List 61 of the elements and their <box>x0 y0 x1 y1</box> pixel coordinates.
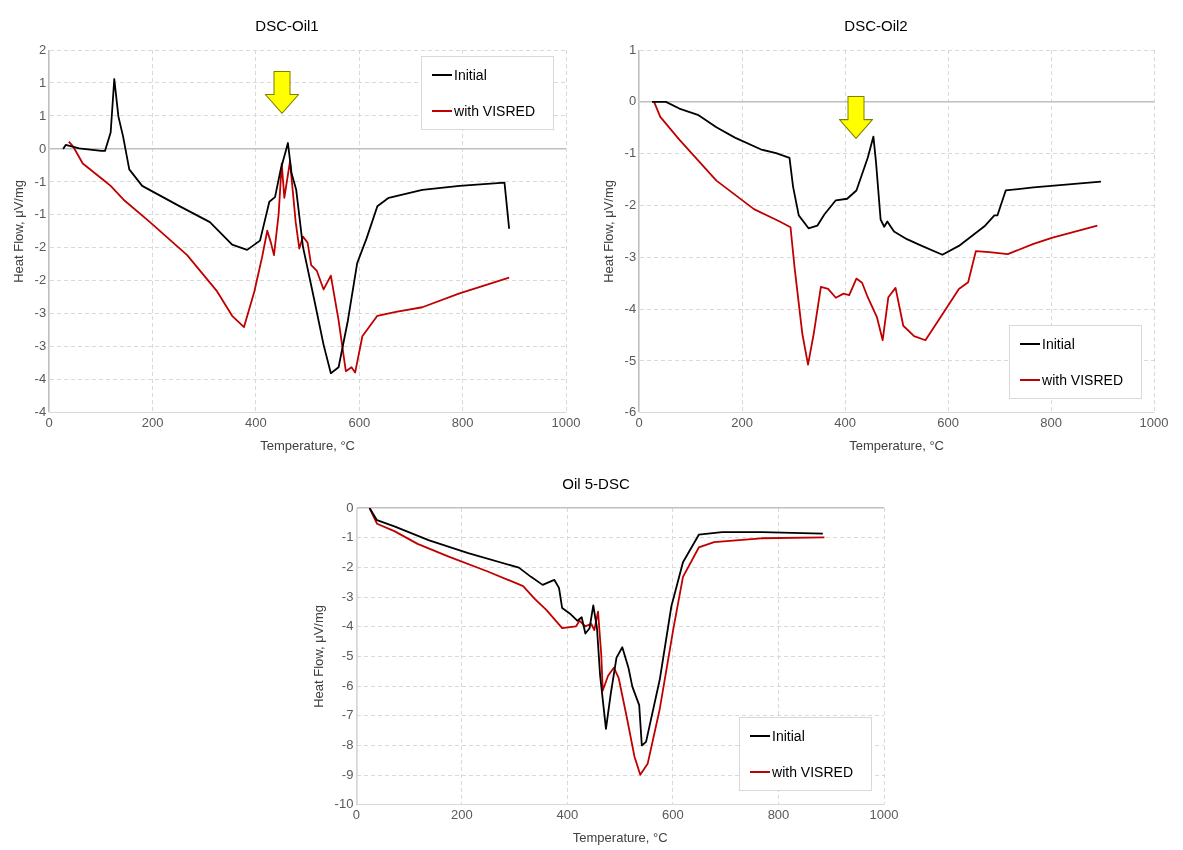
x-tick-label: 400 <box>834 415 856 431</box>
y-tick-label: -4 <box>34 371 47 387</box>
x-axis-title: Temperature, °C <box>260 437 355 453</box>
y-tick-label: -5 <box>341 647 354 663</box>
x-tick-label: 200 <box>451 807 473 823</box>
legend-label: with VISRED <box>454 103 535 119</box>
x-tick-label: 1000 <box>551 415 581 431</box>
x-tick-label: 200 <box>731 415 753 431</box>
x-tick-label: 200 <box>141 415 164 431</box>
chart-title: DSC-Oil2 <box>844 17 908 35</box>
y-tick-label: -8 <box>341 737 354 753</box>
y-axis-title: Heat Flow, μV/mg <box>601 179 617 283</box>
x-tick-label: 600 <box>662 807 684 823</box>
y-tick-label: -2 <box>34 272 47 288</box>
legend-label: Initial <box>772 727 805 744</box>
x-tick-label: 400 <box>245 415 267 431</box>
y-tick-label: -4 <box>341 618 354 634</box>
y-tick-label: -3 <box>34 338 47 354</box>
y-tick-label: 1 <box>628 41 637 57</box>
y-tick-label: -2 <box>34 239 47 255</box>
legend-label: with VISRED <box>1042 371 1123 388</box>
y-tick-label: -4 <box>624 300 637 316</box>
x-axis-title: Temperature, °C <box>572 829 668 845</box>
x-tick-label: 600 <box>937 415 959 431</box>
legend-label: Initial <box>1042 335 1075 352</box>
y-tick-label: 0 <box>628 93 637 109</box>
y-tick-label: -6 <box>341 677 354 693</box>
y-axis-title: Heat Flow, μV/mg <box>311 604 327 708</box>
y-tick-label: 0 <box>346 499 354 515</box>
chart-title: DSC-Oil1 <box>255 17 319 35</box>
x-tick-label: 800 <box>451 415 474 431</box>
y-tick-label: -4 <box>34 404 47 420</box>
y-tick-label: -10 <box>334 796 354 812</box>
y-tick-label: -1 <box>341 529 354 545</box>
legend-label: with VISRED <box>772 763 853 780</box>
x-tick-label: 1000 <box>1139 415 1169 431</box>
y-tick-label: -3 <box>624 248 637 264</box>
chart-title: Oil 5-DSC <box>562 475 630 493</box>
y-tick-label: -2 <box>341 558 354 574</box>
y-tick-label: -6 <box>624 404 637 420</box>
y-tick-label: 2 <box>38 41 47 57</box>
x-tick-label: 400 <box>556 807 579 823</box>
y-tick-label: -1 <box>34 206 47 222</box>
y-tick-label: 1 <box>38 74 47 90</box>
legend-label: Initial <box>454 67 487 83</box>
y-axis-title: Heat Flow, μV/mg <box>11 179 27 283</box>
x-axis-title: Temperature, °C <box>849 437 944 453</box>
x-tick-label: 600 <box>348 415 371 431</box>
y-tick-label: -1 <box>624 145 637 161</box>
y-tick-label: -1 <box>34 173 47 189</box>
y-tick-label: -3 <box>34 305 47 321</box>
x-tick-label: 800 <box>767 807 790 823</box>
x-tick-label: 800 <box>1040 415 1062 431</box>
y-tick-label: -7 <box>341 707 354 723</box>
y-tick-label: 0 <box>38 140 47 156</box>
y-tick-label: -9 <box>341 766 354 782</box>
y-tick-label: 1 <box>38 107 47 123</box>
y-tick-label: -5 <box>624 352 637 368</box>
y-tick-label: -3 <box>341 588 354 604</box>
y-tick-label: -2 <box>624 197 637 213</box>
x-tick-label: 1000 <box>869 807 899 823</box>
